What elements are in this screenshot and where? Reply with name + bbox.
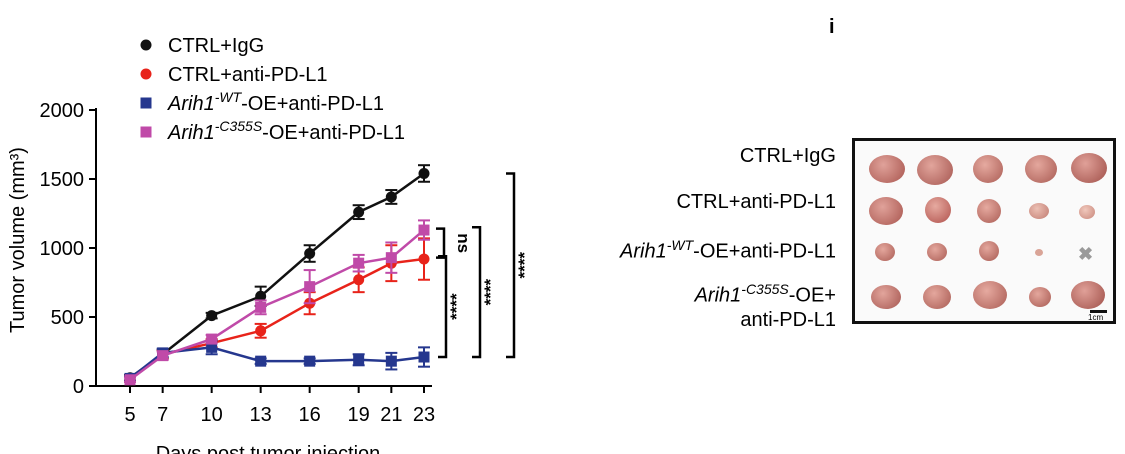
x-tick-label: 21 xyxy=(380,404,402,426)
tumor xyxy=(1029,287,1051,307)
data-point xyxy=(255,325,267,337)
significance-bracket xyxy=(436,227,446,259)
significance-label: **** xyxy=(515,252,534,279)
tumor xyxy=(1071,281,1105,309)
tumor-photo: ✖ 1cm xyxy=(852,138,1116,324)
scale-bar-label: 1cm xyxy=(1088,313,1104,322)
tumor xyxy=(925,197,951,223)
x-tick-label: 19 xyxy=(348,404,370,426)
tumor-growth-chart: 0 500 1000 1500 2000 5 7 10 13 16 19 21 23 Days post … xyxy=(7,35,534,454)
x-tick-label: 23 xyxy=(413,404,435,426)
significance-bracket xyxy=(438,255,448,359)
tumor xyxy=(1079,205,1095,219)
data-point xyxy=(304,248,316,260)
legend-label: Arih1-C355S-OE+anti-PD-L1 xyxy=(167,118,405,144)
data-point xyxy=(304,281,316,293)
data-point xyxy=(353,354,365,366)
data-point xyxy=(353,274,365,286)
data-point xyxy=(418,224,430,236)
y-tick-label: 500 xyxy=(51,307,84,329)
tumor xyxy=(977,199,1001,223)
data-point xyxy=(418,167,430,179)
data-point xyxy=(385,355,397,367)
y-axis-label: Tumor volume (mm³) xyxy=(7,147,29,333)
y-tick-label: 2000 xyxy=(40,100,85,122)
legend-label: CTRL+anti-PD-L1 xyxy=(168,64,328,86)
data-point xyxy=(353,257,365,269)
tumor xyxy=(875,243,895,261)
legend-marker xyxy=(140,68,152,80)
x-tick-label: 13 xyxy=(250,404,272,426)
data-point xyxy=(353,206,365,218)
scale-bar xyxy=(1090,310,1107,313)
data-point xyxy=(255,355,267,367)
missing-tumor-marker: ✖ xyxy=(1078,244,1094,264)
photo-row-label-4-extra: anti-PD-L1 xyxy=(740,309,836,331)
photo-row-label-3: Arih1-WT-OE+anti-PD-L1 xyxy=(620,237,836,263)
data-point xyxy=(206,341,218,353)
photo-row-label-4: Arih1-C355S-OE+ xyxy=(694,281,836,307)
y-tick-label: 1500 xyxy=(40,169,85,191)
data-point xyxy=(255,290,267,302)
photo-row-label-2: CTRL+anti-PD-L1 xyxy=(676,191,836,213)
tumor xyxy=(917,155,953,185)
tumor xyxy=(927,243,947,261)
data-point xyxy=(124,374,136,386)
significance-label: **** xyxy=(447,293,466,320)
data-point xyxy=(255,301,267,313)
data-point xyxy=(385,252,397,264)
data-point xyxy=(385,191,397,203)
x-axis-label: Days post tumor injection xyxy=(156,443,381,454)
legend-marker xyxy=(140,39,152,51)
x-tick-label: 7 xyxy=(157,404,168,426)
tumor xyxy=(871,285,901,309)
significance-bracket xyxy=(472,226,482,359)
data-point xyxy=(418,253,430,265)
tumor xyxy=(1025,155,1057,183)
x-tick-label: 10 xyxy=(201,404,223,426)
data-point xyxy=(304,355,316,367)
tumor xyxy=(1071,153,1107,183)
tumor xyxy=(973,281,1007,309)
tumor xyxy=(869,155,905,183)
significance-label: ns xyxy=(454,233,473,253)
data-point xyxy=(206,310,218,322)
data-point xyxy=(157,350,169,362)
x-tick-label: 16 xyxy=(299,404,321,426)
tumor xyxy=(1035,249,1043,256)
x-tick-label: 5 xyxy=(124,404,135,426)
photo-row-label-1: CTRL+IgG xyxy=(739,145,836,167)
series-line xyxy=(129,229,425,381)
legend-marker xyxy=(140,126,152,138)
legend-marker xyxy=(140,97,152,109)
tumor xyxy=(923,285,951,309)
panel-letter: i xyxy=(829,16,835,38)
legend-label: Arih1-WT-OE+anti-PD-L1 xyxy=(167,89,384,115)
y-tick-label: 1000 xyxy=(40,238,85,260)
series-line xyxy=(129,172,425,379)
legend-label: CTRL+IgG xyxy=(168,35,264,57)
data-point xyxy=(206,333,218,345)
tumor xyxy=(979,241,999,261)
tumor xyxy=(973,155,1003,183)
significance-bracket xyxy=(506,172,516,359)
tumor xyxy=(1029,203,1049,219)
y-tick-label: 0 xyxy=(73,376,84,398)
data-point xyxy=(418,351,430,363)
tumor xyxy=(869,197,903,225)
significance-label: **** xyxy=(481,279,500,306)
